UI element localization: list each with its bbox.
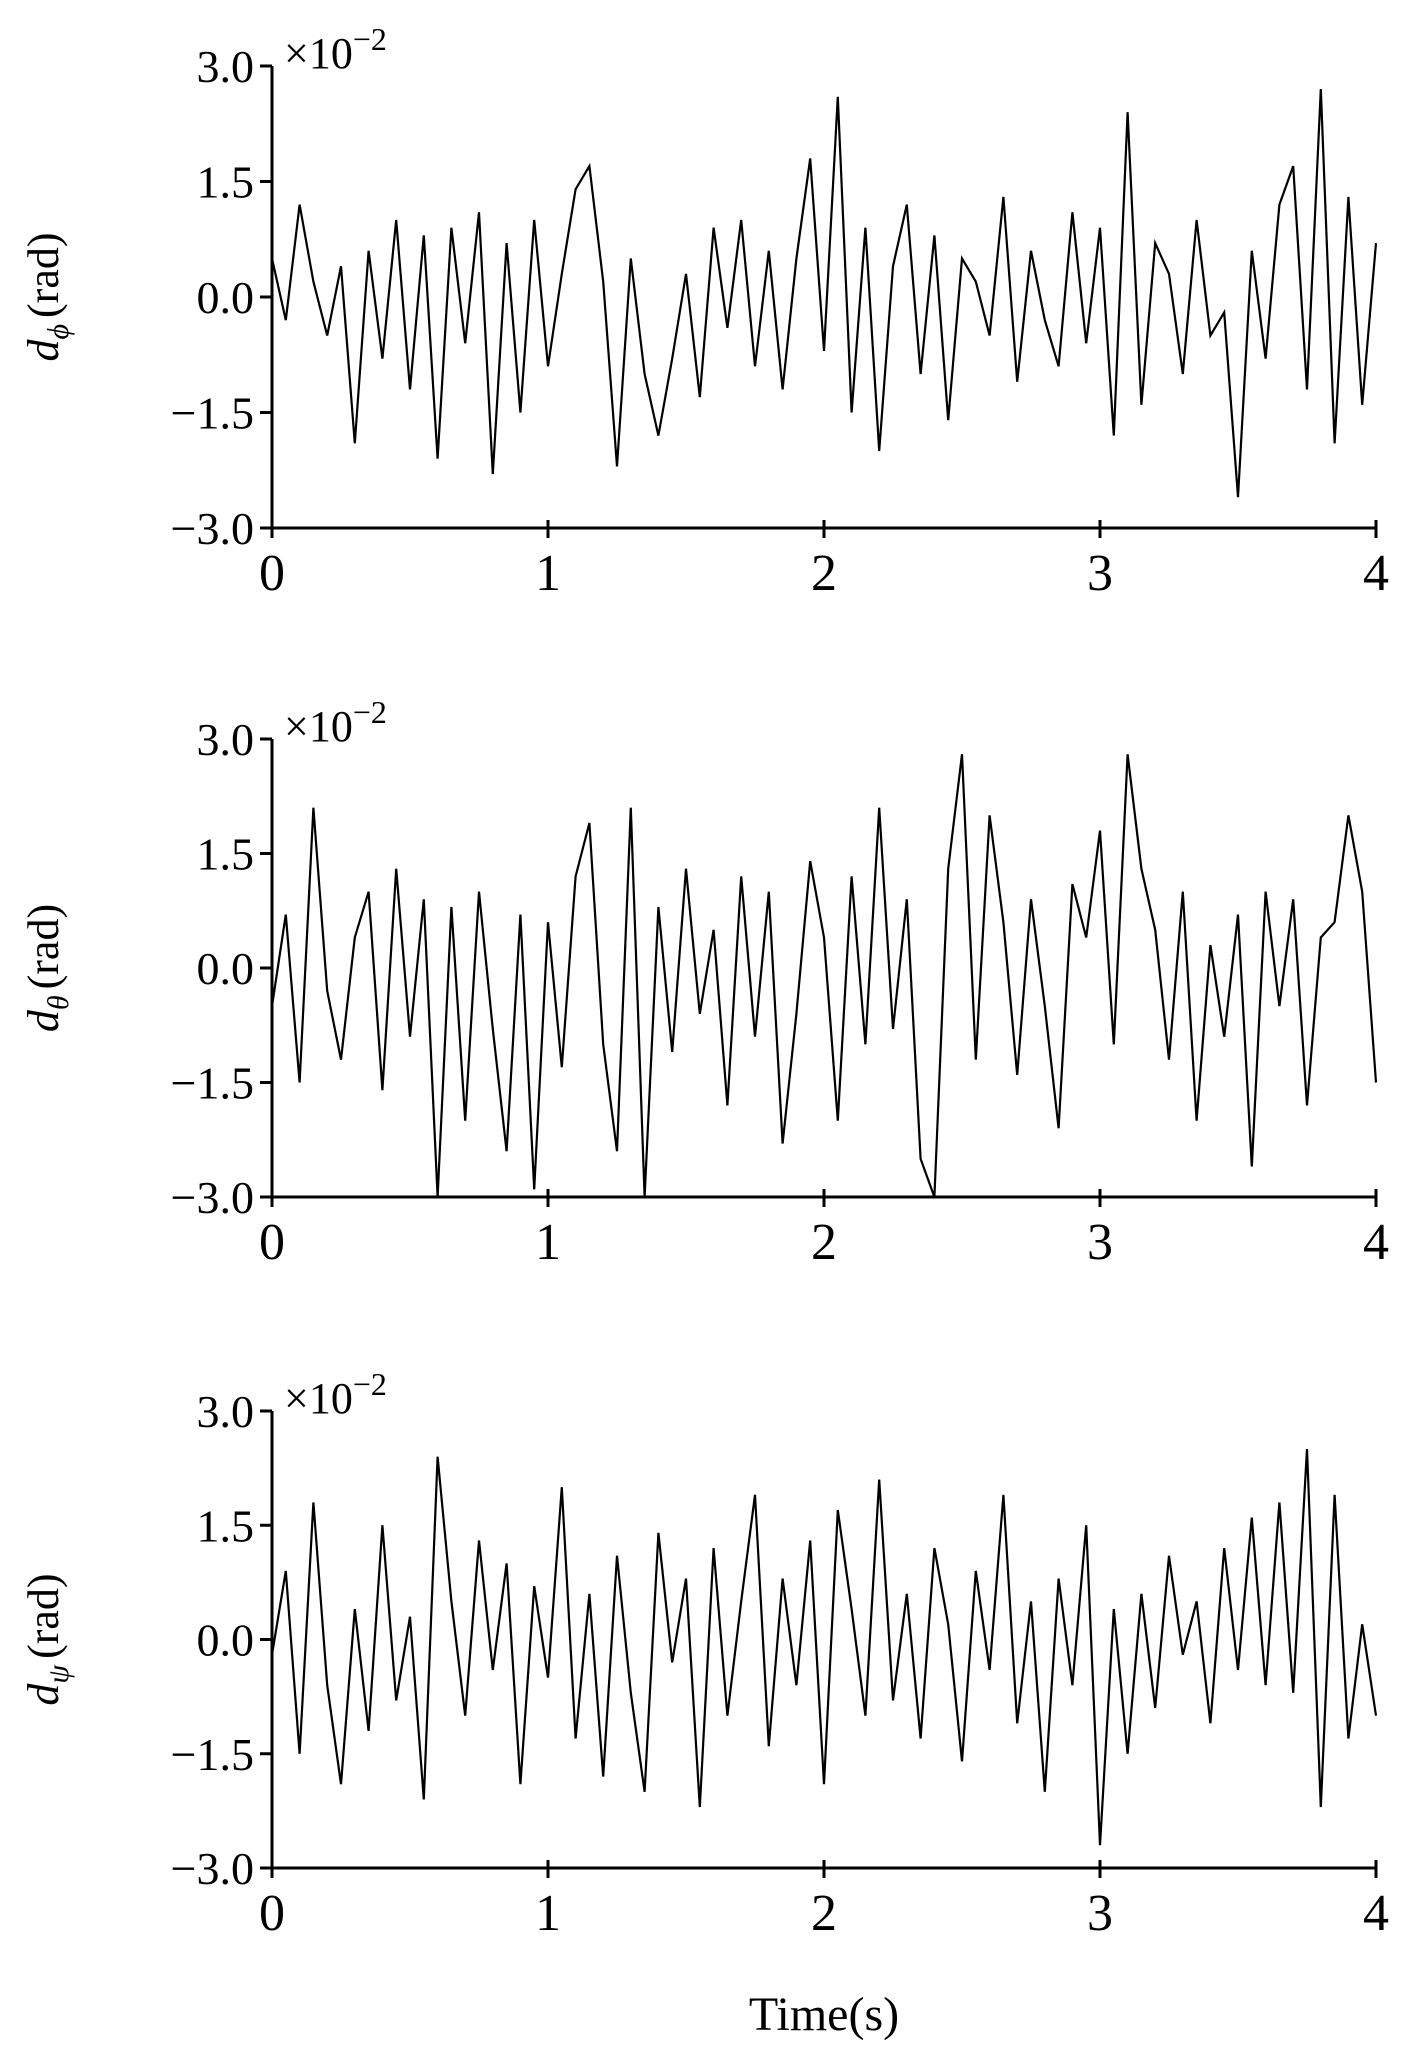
- data-line: [270, 1449, 1378, 1846]
- y-label-symbol: d: [19, 1009, 68, 1032]
- x-tick-label: 0: [259, 1214, 285, 1271]
- y-axis-label: dθ (rad): [19, 904, 75, 1032]
- y-label-unit: (rad): [19, 1573, 68, 1659]
- multiplier: ×10−2: [284, 1366, 387, 1423]
- multiplier-base: ×10: [284, 702, 353, 751]
- chart-panel: −3.0 −1.5 0.0 1.5 3.0 0 1 2 3 4 ×10−2 dϕ (rad): [19, 21, 1389, 602]
- x-tick-label: 2: [811, 1885, 837, 1942]
- x-tick-label: 0: [259, 545, 285, 602]
- y-tick-label: 3.0: [197, 714, 255, 765]
- y-axis-label: dψ (rad): [19, 1573, 75, 1705]
- y-label-unit: (rad): [19, 232, 68, 318]
- y-axis-label: dϕ (rad): [19, 232, 75, 361]
- y-label-symbol: d: [19, 339, 68, 362]
- x-tick-label: 4: [1363, 1214, 1389, 1271]
- x-tick-label: 2: [811, 545, 837, 602]
- multiplier-exponent: −2: [353, 1366, 387, 1402]
- x-tick-label: 1: [535, 1885, 561, 1942]
- chart-panel: −3.0 −1.5 0.0 1.5 3.0 0 1 2 3 4 ×10−2 dθ (rad): [19, 694, 1389, 1271]
- x-axis-label: Time(s): [749, 1988, 899, 2041]
- data-line: [270, 89, 1378, 498]
- y-tick-label: −1.5: [171, 1729, 254, 1780]
- multiplier-exponent: −2: [353, 21, 387, 57]
- y-label-subscript: θ: [42, 995, 75, 1010]
- y-label-symbol: d: [19, 1683, 68, 1706]
- y-tick-label: −3.0: [171, 1843, 254, 1894]
- y-tick-label: 0.0: [197, 1615, 255, 1666]
- y-tick-label: 1.5: [197, 1500, 255, 1551]
- x-tick-label: 1: [535, 1214, 561, 1271]
- y-label-unit: (rad): [19, 904, 68, 990]
- y-tick-label: 0.0: [197, 943, 255, 994]
- y-tick-label: 0.0: [197, 272, 255, 323]
- x-tick-label: 3: [1087, 545, 1113, 602]
- y-label-subscript: ψ: [42, 1664, 75, 1684]
- y-tick-label: 1.5: [197, 829, 255, 880]
- multiplier-exponent: −2: [353, 694, 387, 730]
- chart-panel: −3.0 −1.5 0.0 1.5 3.0 0 1 2 3 4 ×10−2 dψ (rad) Time(s…: [19, 1366, 1389, 2041]
- y-tick-label: 1.5: [197, 157, 255, 208]
- y-tick-label: −3.0: [171, 503, 254, 554]
- multiplier: ×10−2: [284, 21, 387, 78]
- x-tick-label: 4: [1363, 545, 1389, 602]
- y-label-subscript: ϕ: [42, 324, 75, 340]
- x-tick-label: 4: [1363, 1885, 1389, 1942]
- y-tick-label: −1.5: [171, 388, 254, 439]
- multiplier-base: ×10: [284, 1374, 353, 1423]
- x-tick-label: 0: [259, 1885, 285, 1942]
- y-tick-label: −1.5: [171, 1058, 254, 1109]
- data-line: [270, 754, 1378, 1198]
- y-tick-label: −3.0: [171, 1172, 254, 1223]
- multiplier-base: ×10: [284, 29, 353, 78]
- x-tick-label: 3: [1087, 1214, 1113, 1271]
- multiplier: ×10−2: [284, 694, 387, 751]
- x-tick-label: 1: [535, 545, 561, 602]
- x-tick-label: 3: [1087, 1885, 1113, 1942]
- y-tick-label: 3.0: [197, 1386, 255, 1437]
- x-tick-label: 2: [811, 1214, 837, 1271]
- y-tick-label: 3.0: [197, 41, 255, 92]
